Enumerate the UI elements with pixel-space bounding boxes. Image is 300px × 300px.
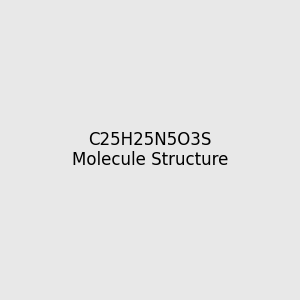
- Text: C25H25N5O3S
Molecule Structure: C25H25N5O3S Molecule Structure: [72, 130, 228, 170]
